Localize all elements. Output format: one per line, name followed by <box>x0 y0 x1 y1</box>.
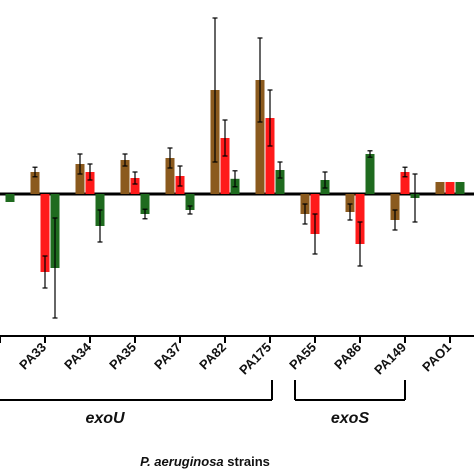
bar-PA175-s1 <box>265 118 275 194</box>
bar-PA34-s0 <box>75 164 85 194</box>
x-axis-title: P. aeruginosa strains <box>140 454 270 469</box>
bar-PA175-s2 <box>275 170 285 194</box>
bar-PA34-s1 <box>85 172 95 194</box>
x-tick-label-PA34: PA34 <box>61 339 94 372</box>
bar-PA35-s2 <box>140 194 150 214</box>
bar-cat0-s2 <box>5 194 15 202</box>
bar-PAO1-s2 <box>455 182 465 194</box>
bar-PA37-s2 <box>185 194 195 210</box>
x-tick-label-PA33: PA33 <box>16 340 49 373</box>
group-label-exoU: exoU <box>85 410 125 427</box>
bar-PA35-s0 <box>120 160 130 194</box>
bar-PA82-s1 <box>220 138 230 194</box>
bar-PAO1-s0 <box>435 182 445 194</box>
bar-PAO1-s1 <box>445 182 455 194</box>
x-tick-label-PA37: PA37 <box>151 340 184 373</box>
x-axis-title-italic: P. aeruginosa <box>140 454 224 469</box>
x-tick-label-PA82: PA82 <box>196 340 229 373</box>
x-tick-label-PA55: PA55 <box>286 340 319 373</box>
bar-PA149-s1 <box>400 172 410 194</box>
x-axis-title-rest: strains <box>224 454 270 469</box>
bar-PA33-s0 <box>30 172 40 194</box>
bar-PA175-s0 <box>255 80 265 194</box>
group-label-exoS: exoS <box>331 410 370 427</box>
bar-PA149-s0 <box>390 194 400 220</box>
bar-PA37-s0 <box>165 158 175 194</box>
bar-PA33-s1 <box>40 194 50 272</box>
bar-PA35-s1 <box>130 178 140 194</box>
bar-PA86-s1 <box>355 194 365 244</box>
x-tick-label-PA149: PA149 <box>371 340 409 378</box>
bar-PA86-s0 <box>345 194 355 212</box>
x-tick-label-PA175: PA175 <box>236 340 274 378</box>
x-tick-label-PA35: PA35 <box>106 340 139 373</box>
x-tick-label-PAO1: PAO1 <box>419 340 454 375</box>
x-tick-label-PA86: PA86 <box>331 340 364 373</box>
bar-PA86-s2 <box>365 154 375 194</box>
